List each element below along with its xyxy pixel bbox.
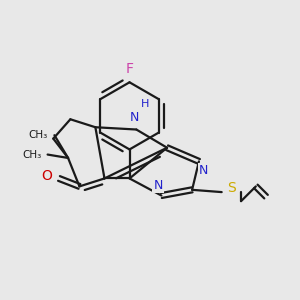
- Text: H: H: [141, 100, 150, 110]
- Text: F: F: [125, 61, 134, 76]
- Text: N: N: [199, 164, 208, 177]
- Text: CH₃: CH₃: [22, 150, 41, 160]
- Text: CH₃: CH₃: [29, 130, 48, 140]
- Text: O: O: [41, 169, 52, 183]
- Text: N: N: [129, 110, 139, 124]
- Text: N: N: [153, 179, 163, 192]
- Text: S: S: [227, 181, 236, 194]
